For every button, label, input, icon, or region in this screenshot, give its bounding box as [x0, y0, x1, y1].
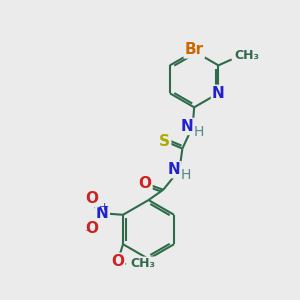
Text: H: H [194, 125, 204, 139]
Text: O: O [139, 176, 152, 191]
Text: S: S [159, 134, 170, 149]
Text: H: H [180, 168, 190, 182]
Text: N: N [96, 206, 109, 221]
Text: N: N [168, 162, 181, 177]
Text: N: N [181, 119, 194, 134]
Text: ⁻: ⁻ [84, 227, 91, 240]
Text: O: O [111, 254, 124, 269]
Text: O: O [85, 191, 99, 206]
Text: CH₃: CH₃ [130, 257, 155, 270]
Text: CH₃: CH₃ [235, 49, 260, 62]
Text: +: + [100, 202, 110, 212]
Text: N: N [212, 86, 225, 101]
Text: O: O [85, 220, 99, 236]
Text: Br: Br [184, 42, 204, 57]
